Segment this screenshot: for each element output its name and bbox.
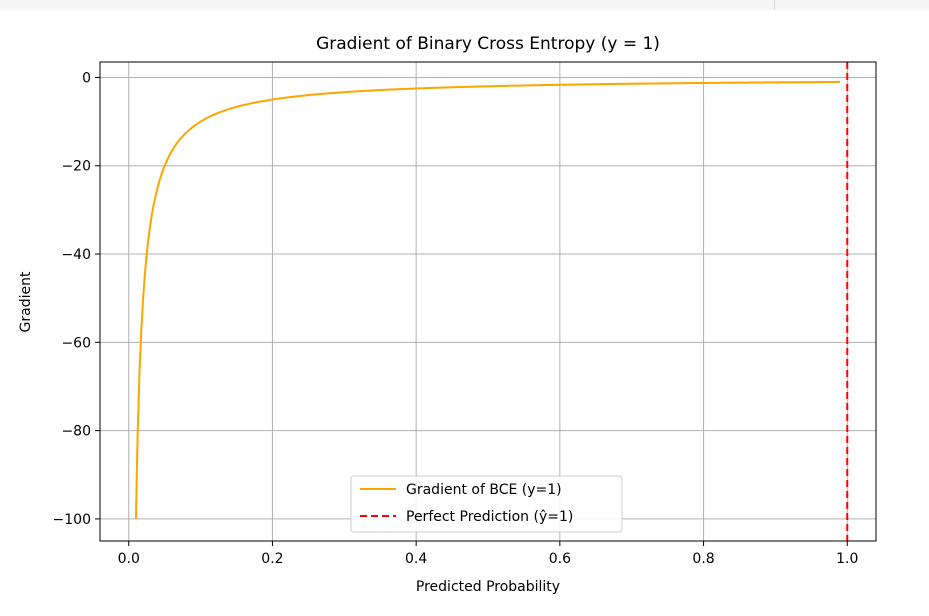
y-tick-label: −40: [61, 247, 91, 263]
legend-label-bce: Gradient of BCE (y=1): [406, 482, 562, 498]
plot-frame: [99, 61, 877, 542]
x-ticks: 0.0 0.2 0.4 0.6 0.8 1.0: [118, 541, 858, 567]
toolbar-strip: [0, 0, 929, 10]
chart-title: Gradient of Binary Cross Entropy (y = 1): [316, 34, 660, 54]
y-tick-label: −20: [61, 159, 91, 175]
x-axis-label: Predicted Probability: [416, 579, 560, 595]
x-tick-label: 0.0: [118, 551, 140, 567]
y-tick-label: −60: [61, 335, 91, 351]
x-tick-label: 0.8: [692, 551, 714, 567]
x-tick-label: 0.4: [405, 551, 427, 567]
y-tick-label: −80: [61, 424, 91, 440]
y-tick-label: −100: [53, 512, 91, 528]
y-ticks: 0 −20 −40 −60 −80 −100: [53, 70, 100, 528]
series-layer: [134, 80, 841, 519]
x-tick-label: 0.6: [549, 551, 571, 567]
toolbar-divider: [774, 0, 775, 10]
legend-box: [350, 475, 623, 533]
series-line-bce-gradient: [134, 80, 841, 519]
legend: Gradient of BCE (y=1) Perfect Prediction…: [350, 475, 623, 533]
grid-lines: [100, 62, 876, 541]
legend-label-perfect: Perfect Prediction (ŷ=1): [406, 509, 573, 525]
x-tick-label: 0.2: [261, 551, 283, 567]
y-axis-label: Gradient: [18, 271, 34, 332]
y-tick-label: 0: [82, 70, 91, 86]
x-tick-label: 1.0: [836, 551, 858, 567]
